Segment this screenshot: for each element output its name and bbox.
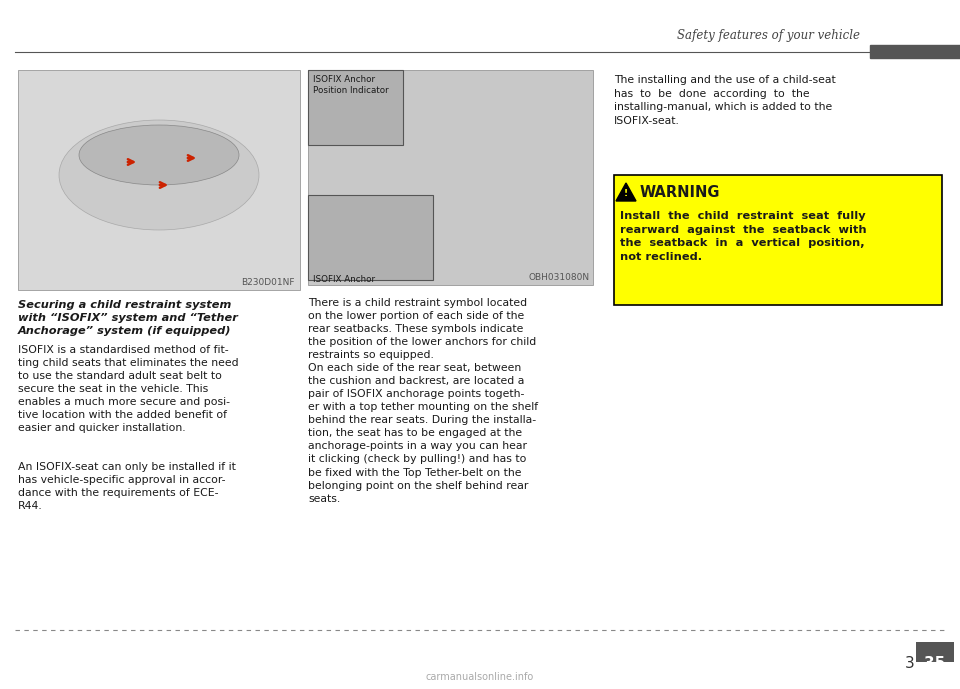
- Bar: [308, 70, 403, 145]
- Bar: [614, 175, 942, 305]
- Text: ISOFIX Anchor
Position Indicator: ISOFIX Anchor Position Indicator: [313, 75, 389, 95]
- Text: 35: 35: [924, 656, 946, 671]
- Bar: [18, 70, 300, 290]
- Text: There is a child restraint symbol located
on the lower portion of each side of t: There is a child restraint symbol locate…: [308, 298, 539, 504]
- Ellipse shape: [59, 120, 259, 230]
- Text: ISOFIX Anchor: ISOFIX Anchor: [313, 275, 375, 284]
- Text: !: !: [624, 189, 628, 198]
- Text: Securing a child restraint system
with “ISOFIX” system and “Tether
Anchorage” sy: Securing a child restraint system with “…: [18, 300, 238, 336]
- Bar: [308, 70, 593, 285]
- Text: An ISOFIX-seat can only be installed if it
has vehicle-specific approval in acco: An ISOFIX-seat can only be installed if …: [18, 462, 236, 511]
- Bar: [916, 642, 954, 662]
- Text: ISOFIX is a standardised method of fit-
ting child seats that eliminates the nee: ISOFIX is a standardised method of fit- …: [18, 345, 239, 433]
- Text: Safety features of your vehicle: Safety features of your vehicle: [677, 29, 860, 42]
- Text: OBH031080N: OBH031080N: [529, 273, 590, 282]
- Text: B230D01NF: B230D01NF: [242, 278, 295, 287]
- Text: WARNING: WARNING: [640, 185, 721, 200]
- Text: Install  the  child  restraint  seat  fully
rearward  against  the  seatback  wi: Install the child restraint seat fully r…: [620, 211, 867, 262]
- Polygon shape: [616, 183, 636, 201]
- Ellipse shape: [79, 125, 239, 185]
- Bar: [308, 195, 433, 280]
- Text: carmanualsonline.info: carmanualsonline.info: [426, 672, 534, 682]
- Bar: [870, 45, 960, 58]
- Text: The installing and the use of a child-seat
has  to  be  done  according  to  the: The installing and the use of a child-se…: [614, 75, 836, 126]
- Text: 3: 3: [905, 656, 915, 671]
